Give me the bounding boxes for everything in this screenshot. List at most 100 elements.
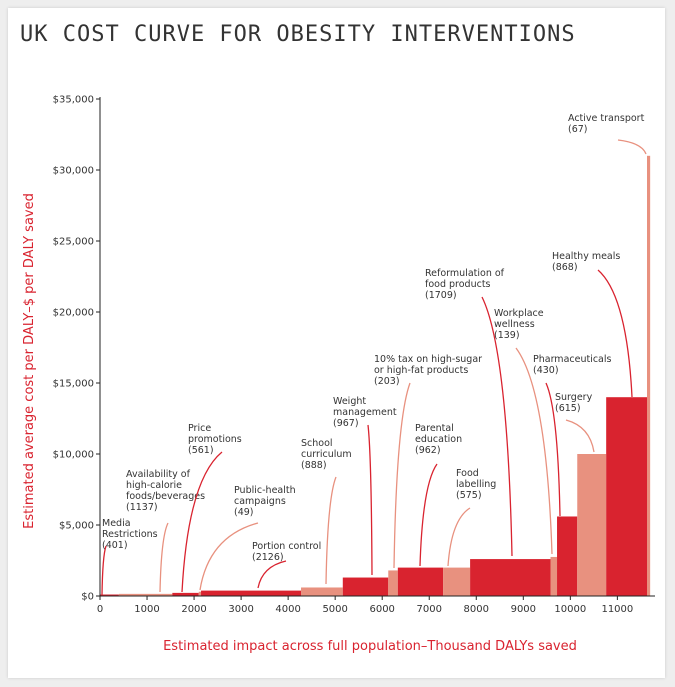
cost-bar	[577, 454, 607, 596]
leader-line	[419, 463, 438, 567]
leader-line	[257, 560, 287, 589]
bar-annotation-text: campaigns	[234, 496, 286, 507]
cost-bar	[388, 570, 398, 596]
y-axis-label: Estimated average cost per DALY–$ per DA…	[22, 193, 37, 529]
leader-line	[325, 476, 337, 585]
leader-line	[597, 269, 633, 398]
bar-annotation-text: (962)	[415, 445, 441, 456]
cost-bar	[172, 592, 199, 596]
bar-annotation-text: Restrictions	[102, 529, 158, 540]
bar-annotation-text: (2126)	[252, 552, 284, 563]
cost-bar	[397, 567, 444, 596]
bar-annotation-text: (967)	[333, 418, 359, 429]
leader-line	[447, 507, 471, 567]
cost-bar	[342, 577, 389, 596]
leader-line	[481, 296, 513, 557]
bar-annotation-text: (203)	[374, 376, 400, 387]
bar-annotation-text: (139)	[494, 330, 520, 341]
cost-bar	[443, 567, 471, 596]
bar-annotation-text: 10% tax on high-sugar	[374, 354, 482, 365]
bar-annotation-text: curriculum	[301, 449, 352, 460]
bar-annotation-text: or high-fat products	[374, 365, 468, 376]
bar-annotation-text: (615)	[555, 403, 581, 414]
bar-annotation-text: School	[301, 438, 333, 449]
bar-annotation-text: high-calorie	[126, 480, 182, 491]
leader-line	[181, 451, 223, 593]
bar-annotation: Pharmaceuticals(430)	[533, 354, 612, 517]
bar-annotation-text: Public-health	[234, 485, 296, 496]
cost-bar	[100, 594, 119, 596]
x-tick-label: 0	[97, 604, 103, 615]
leader-line	[515, 347, 553, 555]
cost-bar	[201, 590, 302, 596]
axes: $0 $5,000 $10,000 $15,000 $20,000 $25,000 $30,…	[53, 95, 655, 615]
cost-bar	[301, 587, 343, 596]
x-tick-label: 2000	[181, 604, 206, 615]
leader-line	[393, 382, 411, 569]
bar-annotation-text: (49)	[234, 507, 254, 518]
bar-annotation-text: wellness	[494, 319, 535, 330]
bar-annotation-text: food products	[425, 279, 491, 290]
bar-annotation: Availability ofhigh-caloriefoods/beverag…	[126, 469, 205, 593]
bar-annotation: Portion control(2126)	[252, 541, 321, 589]
bar-annotation-text: (67)	[568, 124, 588, 135]
bar-annotation-text: Active transport	[568, 113, 645, 124]
y-tick-label: $0	[81, 592, 94, 603]
x-tick-label: 4000	[275, 604, 300, 615]
bar-annotation-text: (401)	[102, 540, 128, 551]
cost-bar	[606, 397, 648, 596]
leader-line	[617, 139, 647, 155]
cost-bar	[557, 516, 578, 596]
x-axis-label: Estimated impact across full population–…	[163, 639, 577, 654]
bar-annotation-text: Food	[456, 468, 479, 479]
bar-annotation-text: Media	[102, 518, 131, 529]
bar-annotation-text: Reformulation of	[425, 268, 505, 279]
leader-line	[159, 522, 169, 593]
y-tick-label: $20,000	[53, 308, 94, 319]
bar-annotation-text: (888)	[301, 460, 327, 471]
chart-title: UK COST CURVE FOR OBESITY INTERVENTIONS	[20, 22, 576, 47]
bar-annotation: Active transport(67)	[568, 113, 647, 155]
bar-annotation-text: foods/beverages	[126, 491, 205, 502]
bar-annotation-text: (561)	[188, 445, 214, 456]
bar-annotation-text: Pharmaceuticals	[533, 354, 612, 365]
bar-annotation-text: Portion control	[252, 541, 321, 552]
bar-annotation-text: promotions	[188, 434, 242, 445]
cost-bar	[550, 556, 558, 596]
y-tick-label: $25,000	[53, 237, 94, 248]
x-tick-label: 8000	[464, 604, 489, 615]
bar-annotation-text: Parental	[415, 423, 454, 434]
bar-annotation-text: (868)	[552, 262, 578, 273]
y-tick-label: $15,000	[53, 379, 94, 390]
leader-line	[545, 382, 561, 517]
x-tick-label: 9000	[511, 604, 536, 615]
bar-annotation-text: labelling	[456, 479, 496, 490]
y-tick-label: $30,000	[53, 166, 94, 177]
bar-annotation-text: (1137)	[126, 502, 158, 513]
cost-bar	[470, 559, 551, 596]
y-tick-label: $10,000	[53, 450, 94, 461]
bar-annotation-text: (575)	[456, 490, 482, 501]
bar-annotation-text: Weight	[333, 396, 366, 407]
leader-line	[367, 424, 373, 576]
bar-annotation-text: Healthy meals	[552, 251, 620, 262]
x-tick-label: 5000	[322, 604, 347, 615]
bar-annotation-text: management	[333, 407, 397, 418]
bars	[100, 155, 651, 597]
leader-line	[565, 419, 595, 453]
cost-bar	[118, 593, 173, 596]
leader-line	[101, 545, 107, 596]
bar-annotation-text: (430)	[533, 365, 559, 376]
